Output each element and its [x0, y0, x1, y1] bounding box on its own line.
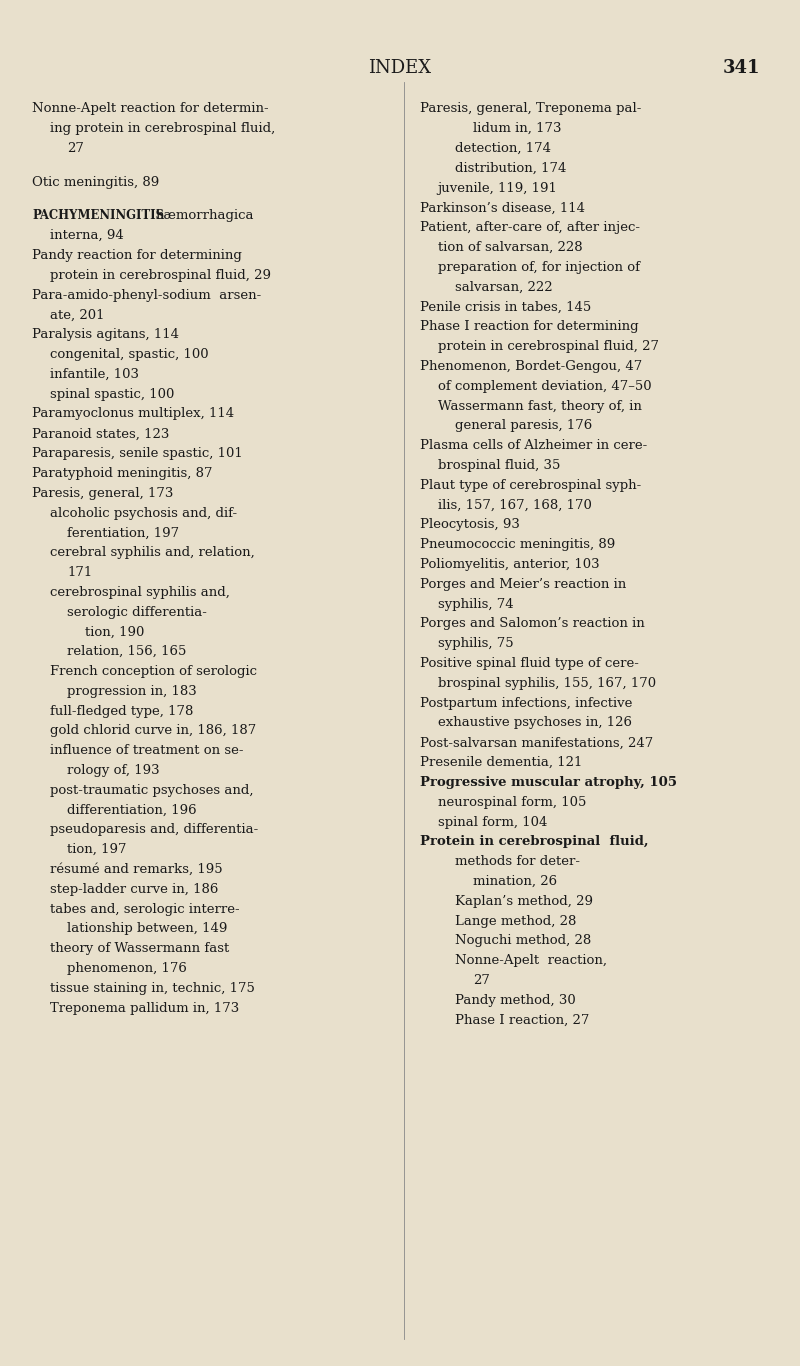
Text: protein in cerebrospinal fluid, 27: protein in cerebrospinal fluid, 27	[438, 340, 658, 354]
Text: Paralysis agitans, 114: Paralysis agitans, 114	[32, 328, 179, 342]
Text: protein in cerebrospinal fluid, 29: protein in cerebrospinal fluid, 29	[50, 269, 270, 281]
Text: Post-salvarsan manifestations, 247: Post-salvarsan manifestations, 247	[420, 736, 654, 750]
Text: tion, 190: tion, 190	[85, 626, 144, 638]
Text: salvarsan, 222: salvarsan, 222	[455, 280, 553, 294]
Text: rology of, 193: rology of, 193	[67, 764, 160, 777]
Text: distribution, 174: distribution, 174	[455, 161, 566, 175]
Text: tabes and, serologic interre-: tabes and, serologic interre-	[50, 903, 239, 915]
Text: Paresis, general, Treponema pal-: Paresis, general, Treponema pal-	[420, 102, 642, 116]
Text: detection, 174: detection, 174	[455, 142, 551, 156]
Text: methods for deter-: methods for deter-	[455, 855, 580, 869]
Text: ilis, 157, 167, 168, 170: ilis, 157, 167, 168, 170	[438, 499, 591, 512]
Text: influence of treatment on se-: influence of treatment on se-	[50, 744, 243, 757]
Text: Plasma cells of Alzheimer in cere-: Plasma cells of Alzheimer in cere-	[420, 438, 647, 452]
Text: Noguchi method, 28: Noguchi method, 28	[455, 934, 591, 948]
Text: post-traumatic psychoses and,: post-traumatic psychoses and,	[50, 784, 253, 796]
Text: relation, 156, 165: relation, 156, 165	[67, 645, 186, 658]
Text: pseudoparesis and, differentia-: pseudoparesis and, differentia-	[50, 824, 258, 836]
Text: theory of Wassermann fast: theory of Wassermann fast	[50, 943, 229, 955]
Text: general paresis, 176: general paresis, 176	[455, 419, 593, 433]
Text: 171: 171	[67, 566, 93, 579]
Text: Presenile dementia, 121: Presenile dementia, 121	[420, 755, 582, 769]
Text: phenomenon, 176: phenomenon, 176	[67, 962, 187, 975]
Text: Phase I reaction, 27: Phase I reaction, 27	[455, 1014, 590, 1027]
Text: cerebral syphilis and, relation,: cerebral syphilis and, relation,	[50, 546, 254, 559]
Text: Otic meningitis, 89: Otic meningitis, 89	[32, 176, 159, 189]
Text: Patient, after-care of, after injec-: Patient, after-care of, after injec-	[420, 221, 640, 235]
Text: Pandy reaction for determining: Pandy reaction for determining	[32, 249, 242, 262]
Text: Paranoid states, 123: Paranoid states, 123	[32, 428, 170, 440]
Text: step-ladder curve in, 186: step-ladder curve in, 186	[50, 882, 218, 896]
Text: infantile, 103: infantile, 103	[50, 367, 138, 381]
Text: ing protein in cerebrospinal fluid,: ing protein in cerebrospinal fluid,	[50, 122, 275, 135]
Text: Lange method, 28: Lange method, 28	[455, 914, 577, 928]
Text: 27: 27	[473, 974, 490, 988]
Text: 341: 341	[722, 59, 760, 76]
Text: Porges and Meier’s reaction in: Porges and Meier’s reaction in	[420, 578, 626, 591]
Text: interna, 94: interna, 94	[50, 229, 123, 242]
Text: Porges and Salomon’s reaction in: Porges and Salomon’s reaction in	[420, 617, 645, 631]
Text: Protein in cerebrospinal  fluid,: Protein in cerebrospinal fluid,	[420, 835, 649, 848]
Text: Treponema pallidum in, 173: Treponema pallidum in, 173	[50, 1001, 239, 1015]
Text: exhaustive psychoses in, 126: exhaustive psychoses in, 126	[438, 716, 632, 729]
Text: preparation of, for injection of: preparation of, for injection of	[438, 261, 640, 275]
Text: tion of salvarsan, 228: tion of salvarsan, 228	[438, 240, 582, 254]
Text: Pandy method, 30: Pandy method, 30	[455, 993, 576, 1007]
Text: Phase I reaction for determining: Phase I reaction for determining	[420, 320, 638, 333]
Text: Postpartum infections, infective: Postpartum infections, infective	[420, 697, 632, 710]
Text: progression in, 183: progression in, 183	[67, 684, 197, 698]
Text: hæmorrhagica: hæmorrhagica	[156, 209, 254, 223]
Text: neurospinal form, 105: neurospinal form, 105	[438, 795, 586, 809]
Text: of complement deviation, 47–50: of complement deviation, 47–50	[438, 380, 651, 393]
Text: full-fledged type, 178: full-fledged type, 178	[50, 705, 193, 717]
Text: juvenile, 119, 191: juvenile, 119, 191	[438, 182, 558, 195]
Text: gold chlorid curve in, 186, 187: gold chlorid curve in, 186, 187	[50, 724, 256, 738]
Text: ate, 201: ate, 201	[50, 309, 104, 321]
Text: brospinal syphilis, 155, 167, 170: brospinal syphilis, 155, 167, 170	[438, 676, 656, 690]
Text: 27: 27	[67, 142, 84, 156]
Text: Nonne-Apelt reaction for determin-: Nonne-Apelt reaction for determin-	[32, 102, 269, 116]
Text: brospinal fluid, 35: brospinal fluid, 35	[438, 459, 560, 473]
Text: Positive spinal fluid type of cere-: Positive spinal fluid type of cere-	[420, 657, 639, 671]
Text: Phenomenon, Bordet-Gengou, 47: Phenomenon, Bordet-Gengou, 47	[420, 359, 642, 373]
Text: lidum in, 173: lidum in, 173	[473, 122, 562, 135]
Text: spinal spastic, 100: spinal spastic, 100	[50, 388, 174, 400]
Text: Paresis, general, 173: Paresis, general, 173	[32, 486, 174, 500]
Text: Para-amido-phenyl-sodium  arsen-: Para-amido-phenyl-sodium arsen-	[32, 288, 262, 302]
Text: Paratyphoid meningitis, 87: Paratyphoid meningitis, 87	[32, 467, 213, 479]
Text: differentiation, 196: differentiation, 196	[67, 803, 197, 817]
Text: Progressive muscular atrophy, 105: Progressive muscular atrophy, 105	[420, 776, 677, 790]
Text: Poliomyelitis, anterior, 103: Poliomyelitis, anterior, 103	[420, 557, 600, 571]
Text: alcoholic psychosis and, dif-: alcoholic psychosis and, dif-	[50, 507, 237, 519]
Text: Plaut type of cerebrospinal syph-: Plaut type of cerebrospinal syph-	[420, 478, 642, 492]
Text: Parkinson’s disease, 114: Parkinson’s disease, 114	[420, 201, 585, 214]
Text: Penile crisis in tabes, 145: Penile crisis in tabes, 145	[420, 301, 591, 314]
Text: serologic differentia-: serologic differentia-	[67, 605, 207, 619]
Text: syphilis, 74: syphilis, 74	[438, 597, 514, 611]
Text: tissue staining in, technic, 175: tissue staining in, technic, 175	[50, 982, 254, 994]
Text: Paramyoclonus multiplex, 114: Paramyoclonus multiplex, 114	[32, 407, 234, 421]
Text: PACHYMENINGITIS: PACHYMENINGITIS	[32, 209, 164, 223]
Text: INDEX: INDEX	[369, 59, 431, 76]
Text: spinal form, 104: spinal form, 104	[438, 816, 547, 829]
Text: Pneumococcic meningitis, 89: Pneumococcic meningitis, 89	[420, 538, 615, 552]
Text: Kaplan’s method, 29: Kaplan’s method, 29	[455, 895, 594, 908]
Text: résumé and remarks, 195: résumé and remarks, 195	[50, 863, 222, 876]
Text: Wassermann fast, theory of, in: Wassermann fast, theory of, in	[438, 399, 642, 413]
Text: lationship between, 149: lationship between, 149	[67, 922, 227, 936]
Text: French conception of serologic: French conception of serologic	[50, 665, 257, 678]
Text: Paraparesis, senile spastic, 101: Paraparesis, senile spastic, 101	[32, 447, 242, 460]
Text: Pleocytosis, 93: Pleocytosis, 93	[420, 518, 520, 531]
Text: syphilis, 75: syphilis, 75	[438, 637, 514, 650]
Text: cerebrospinal syphilis and,: cerebrospinal syphilis and,	[50, 586, 230, 598]
Text: congenital, spastic, 100: congenital, spastic, 100	[50, 348, 208, 361]
Text: Nonne-Apelt  reaction,: Nonne-Apelt reaction,	[455, 953, 607, 967]
Text: ferentiation, 197: ferentiation, 197	[67, 526, 179, 540]
Text: tion, 197: tion, 197	[67, 843, 126, 856]
Text: mination, 26: mination, 26	[473, 874, 557, 888]
